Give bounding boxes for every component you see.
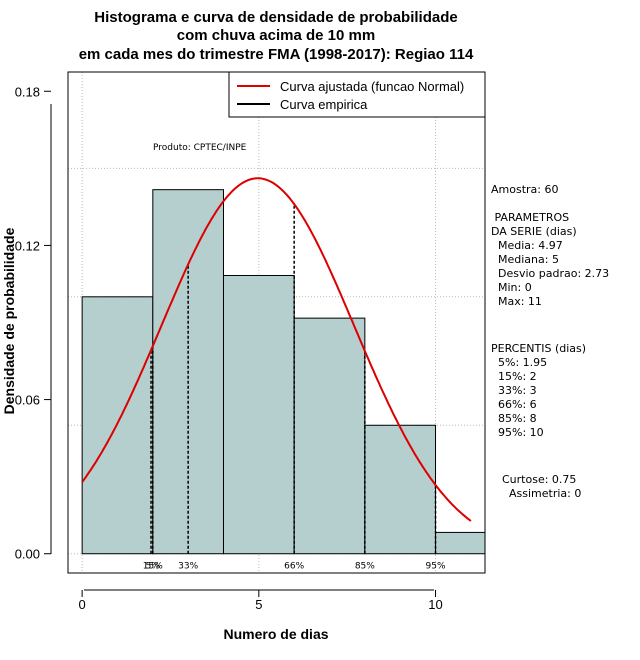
- histogram-bars: [81, 189, 486, 555]
- percentile-axis-label-5: 95%: [426, 562, 446, 572]
- percentil-line-1: 5%: 1.95: [491, 356, 547, 369]
- legend-entry-fitted: Curva ajustada (funcao Normal): [280, 79, 464, 94]
- statistics-panel: Amostra: 60 PARAMETROS DA SERIE (dias) M…: [491, 183, 609, 500]
- normal-curve: [81, 177, 472, 522]
- chart-title-line-1: Histograma e curva de densidade de proba…: [94, 9, 457, 26]
- y-tick-label-1: 0.06: [15, 393, 40, 408]
- percentile-axis-label-0: 15%: [143, 562, 163, 572]
- histogram-bar-2: [222, 274, 295, 555]
- skewness: Assimetria: 0: [509, 487, 581, 500]
- x-tick-label-2: 10: [428, 597, 442, 612]
- percentile-axis-label-3: 66%: [284, 562, 304, 572]
- percentil-line-0: PERCENTIS (dias): [491, 342, 586, 355]
- percentil-line-5: 85%: 8: [491, 412, 537, 425]
- param-line-5: Min: 0: [491, 281, 532, 294]
- param-line-3: Mediana: 5: [491, 253, 559, 266]
- x-tick-label-0: 0: [79, 597, 86, 612]
- chart-title-line-2: com chuva acima de 10 mm: [177, 27, 375, 44]
- param-line-2: Media: 4.97: [491, 239, 563, 252]
- percentil-line-2: 15%: 2: [491, 370, 537, 383]
- y-tick-label-3: 0.18: [15, 84, 40, 99]
- histogram-bar-5: [435, 531, 486, 555]
- percentil-line-4: 66%: 6: [491, 398, 537, 411]
- param-line-4: Desvio padrao: 2.73: [491, 267, 609, 280]
- y-tick-label-2: 0.12: [15, 238, 40, 253]
- y-axis-title: Densidade de probabilidade: [1, 227, 17, 414]
- product-note: Produto: CPTEC/INPE: [153, 143, 247, 153]
- normal-curve-layer: [81, 177, 472, 522]
- chart-title-line-3: em cada mes do trimestre FMA (1998-2017)…: [79, 46, 474, 63]
- histogram-bar-4: [364, 424, 437, 555]
- x-axis-title: Numero de dias: [223, 626, 328, 642]
- legend-entry-empirical: Curva empirica: [280, 97, 368, 112]
- legend: Curva ajustada (funcao Normal) Curva emp…: [228, 71, 486, 118]
- percentil-line-3: 33%: 3: [491, 384, 537, 397]
- percentile-axis-label-4: 85%: [355, 562, 375, 572]
- y-tick-label-0: 0.00: [15, 547, 40, 562]
- param-line-6: Max: 11: [491, 295, 542, 308]
- percentile-axis-label-1: 5%: [146, 562, 161, 572]
- histogram-bar-3: [293, 317, 366, 555]
- axis-ticks: 0 5 10 0.00 0.06 0.12 0.18: [15, 84, 443, 612]
- sample-size: Amostra: 60: [491, 183, 558, 196]
- percentil-line-6: 95%: 10: [491, 426, 544, 439]
- percentile-lines: 15%5% 33% 66% 85% 95%: [143, 204, 446, 572]
- kurtosis: Curtose: 0.75: [502, 473, 576, 486]
- param-line-1: DA SERIE (dias): [491, 225, 577, 238]
- param-line-0: PARAMETROS: [491, 211, 569, 224]
- x-tick-label-1: 5: [255, 597, 262, 612]
- percentile-axis-label-2: 33%: [178, 562, 198, 572]
- legend-box: [228, 71, 486, 118]
